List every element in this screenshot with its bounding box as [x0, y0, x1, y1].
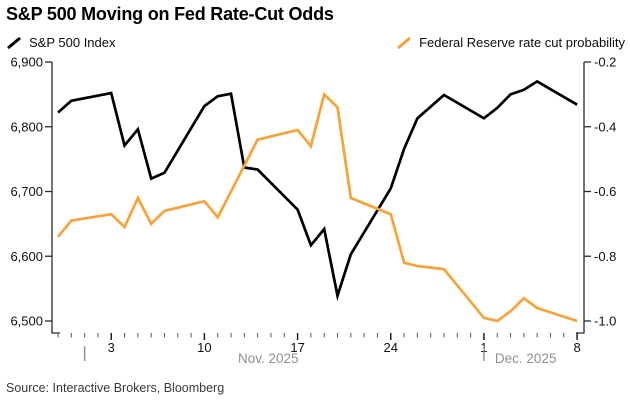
x-axis-tick-label: 10 — [197, 340, 211, 355]
x-axis-tick-label: 3 — [108, 340, 115, 355]
x-axis-tick-label: 24 — [384, 340, 398, 355]
chart-title: S&P 500 Moving on Fed Rate-Cut Odds — [6, 4, 334, 24]
right-axis-tick-label: -0.4 — [594, 119, 616, 134]
right-axis-tick-label: -0.2 — [594, 55, 616, 70]
sp500-line — [57, 79, 578, 302]
x-axis-tick-label: 8 — [573, 340, 580, 355]
left-axis-tick-label: 6,900 — [10, 55, 43, 70]
sp500-legend-slash-icon — [7, 36, 21, 49]
axis-spines — [51, 62, 585, 334]
source-note: Source: Interactive Brokers, Bloomberg — [6, 381, 225, 395]
left-axis: 6,500 6,600 6,700 6,800 6,900 — [10, 55, 52, 329]
left-axis-tick-label: 6,600 — [10, 249, 43, 264]
legend-sp500-label: S&P 500 Index — [29, 35, 116, 50]
right-axis-tick-label: -1.0 — [594, 314, 616, 329]
x-axis-tick-label: 17 — [290, 340, 304, 355]
right-axis-tick-label: -0.8 — [594, 249, 616, 264]
legend-probability: Federal Reserve rate cut probability — [396, 35, 625, 50]
probability-legend-slash-icon — [397, 36, 412, 49]
left-axis-tick-label: 6,700 — [10, 184, 43, 199]
probability-line — [56, 91, 578, 323]
legend-probability-label: Federal Reserve rate cut probability — [419, 35, 625, 50]
left-axis-tick-label: 6,800 — [10, 119, 43, 134]
legend-sp500: S&P 500 Index — [6, 35, 116, 50]
month-label-nov: Nov. 2025 — [238, 351, 299, 366]
right-axis: -1.0 -0.8 -0.6 -0.4 -0.2 — [584, 55, 616, 329]
left-axis-tick-label: 6,500 — [10, 314, 43, 329]
month-label-dec: Dec. 2025 — [495, 351, 557, 366]
right-axis-tick-label: -0.6 — [594, 184, 616, 199]
month-row: Nov. 2025 Dec. 2025 — [83, 346, 557, 366]
